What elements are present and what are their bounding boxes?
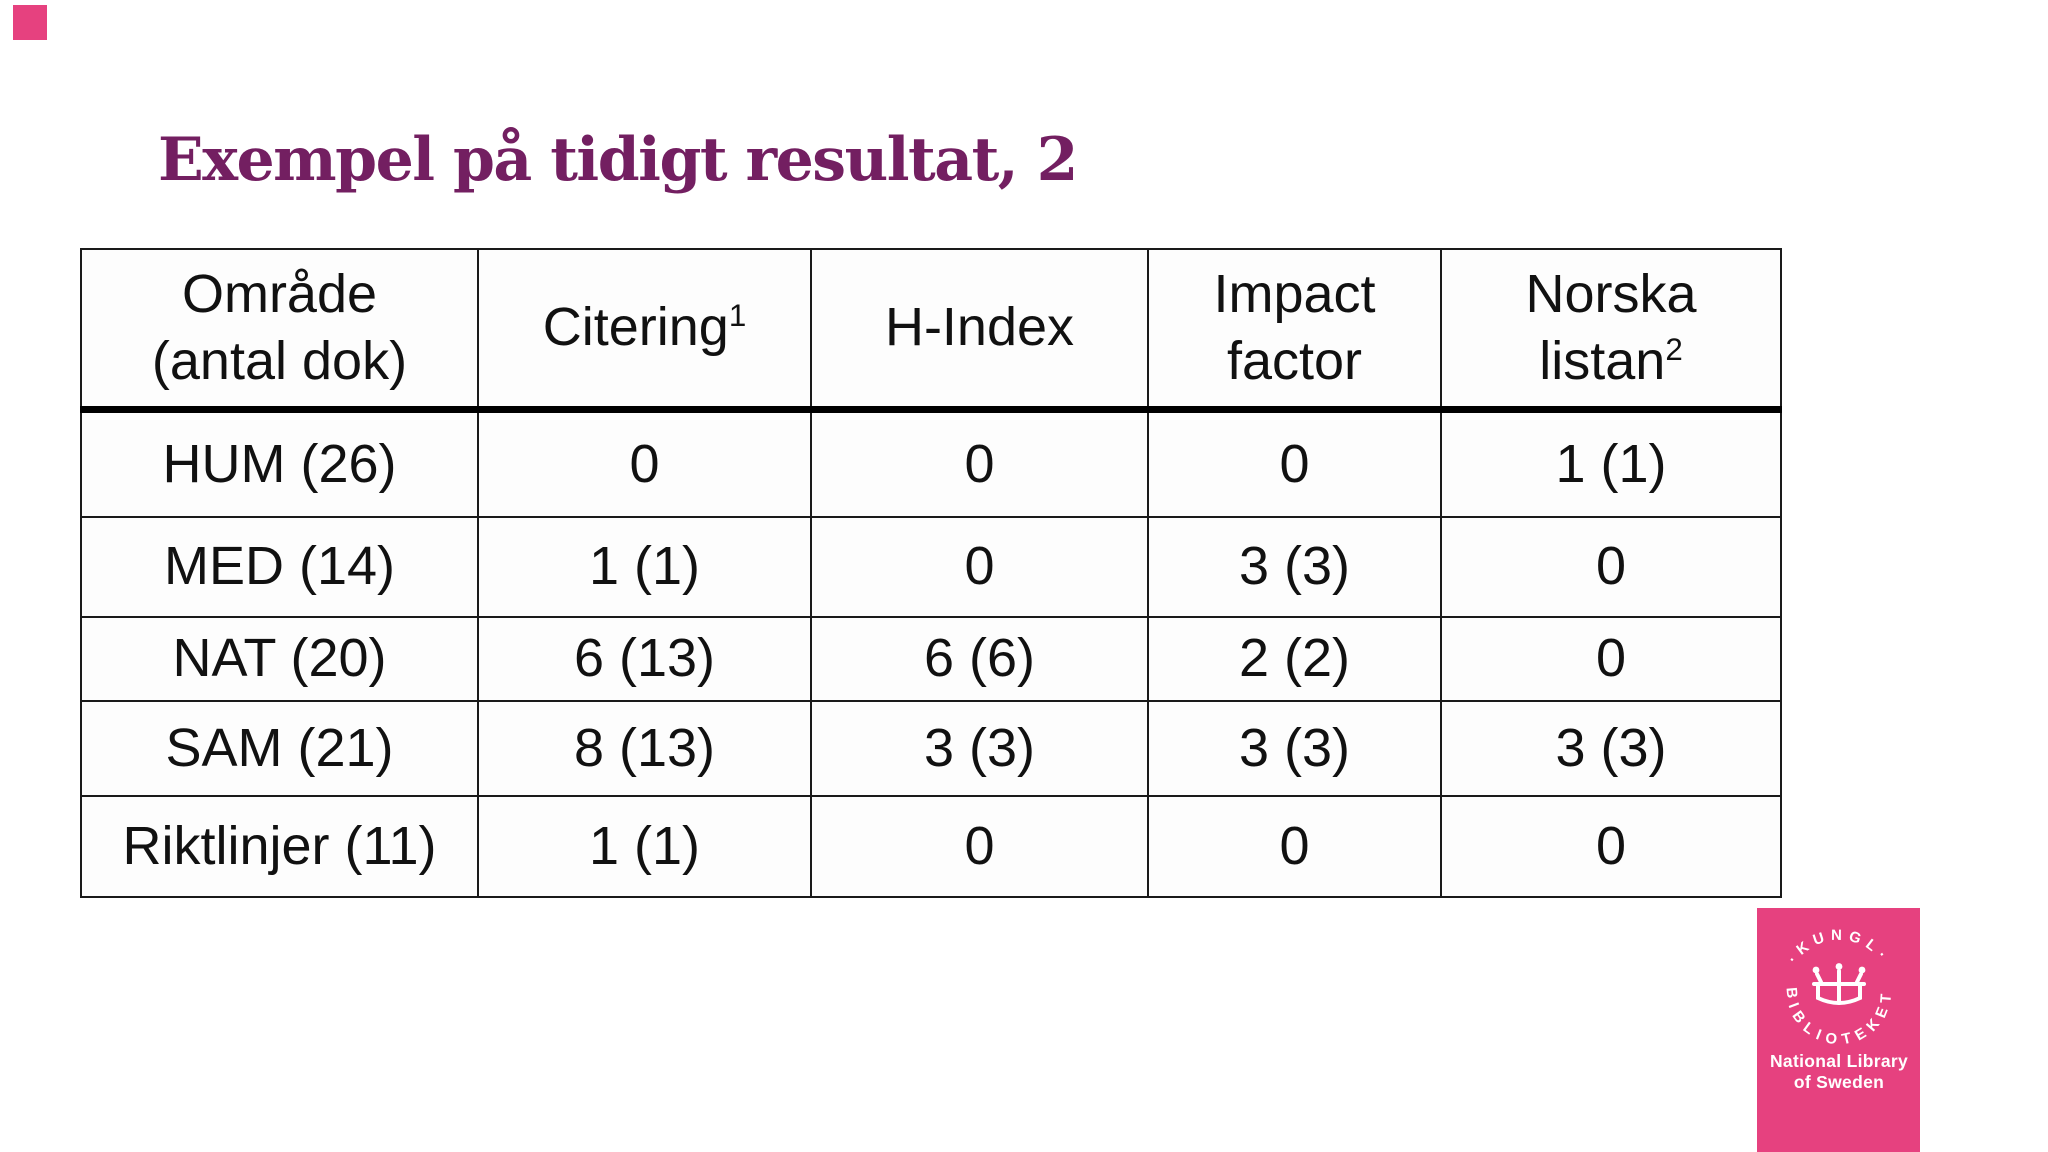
cell-area: SAM (21) xyxy=(80,700,479,797)
column-header-h-index: H-Index xyxy=(810,248,1149,413)
header-impact-line2: factor xyxy=(1226,331,1363,391)
cell-impact: 0 xyxy=(1147,795,1442,898)
column-header-impact-factor: Impact factor xyxy=(1147,248,1442,413)
cell-impact: 2 (2) xyxy=(1147,616,1442,702)
cell-citering: 6 (13) xyxy=(477,616,812,702)
header-norska-line2: listan xyxy=(1539,331,1666,391)
header-impact-line1: Impact xyxy=(1213,263,1376,324)
cell-area: HUM (26) xyxy=(80,408,479,518)
table-row-riktlinjer: Riktlinjer (11) 1 (1) 0 0 0 xyxy=(80,795,1782,898)
cell-citering: 0 xyxy=(477,408,812,518)
header-area-line1: Område xyxy=(181,263,378,324)
footnote-marker-1: 1 xyxy=(728,298,747,334)
header-h-index-label: H-Index xyxy=(884,297,1075,358)
cell-norska: 0 xyxy=(1440,616,1782,702)
ring-text-top: ·KUNGL· xyxy=(1784,927,1893,967)
pink-corner-fragment xyxy=(13,5,47,40)
cell-norska: 1 (1) xyxy=(1440,408,1782,518)
column-header-area: Område (antal dok) xyxy=(80,248,479,413)
logo-caption-line2: of Sweden xyxy=(1794,1072,1884,1092)
table-row-hum: HUM (26) 0 0 0 1 (1) xyxy=(80,408,1782,518)
header-citering-label: Citering xyxy=(542,297,729,358)
cell-h-index: 6 (6) xyxy=(810,616,1149,702)
cell-norska: 0 xyxy=(1440,516,1782,618)
cell-h-index: 0 xyxy=(810,516,1149,618)
logo-caption-line1: National Library xyxy=(1770,1051,1908,1071)
header-area-line2: (antal dok) xyxy=(151,331,408,391)
cell-impact: 3 (3) xyxy=(1147,700,1442,797)
table-row-sam: SAM (21) 8 (13) 3 (3) 3 (3) 3 (3) xyxy=(80,700,1782,797)
cell-area: MED (14) xyxy=(80,516,479,618)
kb-logo: ·KUNGL· BIBLIOTEKET National Library xyxy=(1757,908,1920,1152)
slide-title: Exempel på tidigt resultat, 2 xyxy=(158,125,1078,195)
crown-icon xyxy=(1812,969,1866,1005)
results-table: Område (antal dok) Citering1 H-Index Imp… xyxy=(80,248,1782,898)
footnote-marker-2: 2 xyxy=(1665,332,1683,367)
cell-impact: 3 (3) xyxy=(1147,516,1442,618)
cell-citering: 8 (13) xyxy=(477,700,812,797)
cell-impact: 0 xyxy=(1147,408,1442,518)
kb-logo-graphic: ·KUNGL· BIBLIOTEKET National Library xyxy=(1770,927,1908,1092)
column-header-norska-listan: Norska listan2 xyxy=(1440,248,1782,413)
cell-area: NAT (20) xyxy=(80,616,479,702)
cell-area: Riktlinjer (11) xyxy=(80,795,479,898)
cell-norska: 3 (3) xyxy=(1440,700,1782,797)
table-header-row: Område (antal dok) Citering1 H-Index Imp… xyxy=(80,248,1782,413)
header-norska-line1: Norska xyxy=(1525,263,1697,324)
cell-citering: 1 (1) xyxy=(477,795,812,898)
cell-h-index: 0 xyxy=(810,795,1149,898)
table-row-med: MED (14) 1 (1) 0 3 (3) 0 xyxy=(80,516,1782,618)
cell-h-index: 0 xyxy=(810,408,1149,518)
cell-norska: 0 xyxy=(1440,795,1782,898)
cell-citering: 1 (1) xyxy=(477,516,812,618)
table-row-nat: NAT (20) 6 (13) 6 (6) 2 (2) 0 xyxy=(80,616,1782,702)
column-header-citering: Citering1 xyxy=(477,248,812,413)
cell-h-index: 3 (3) xyxy=(810,700,1149,797)
crown-dots xyxy=(1812,963,1866,974)
